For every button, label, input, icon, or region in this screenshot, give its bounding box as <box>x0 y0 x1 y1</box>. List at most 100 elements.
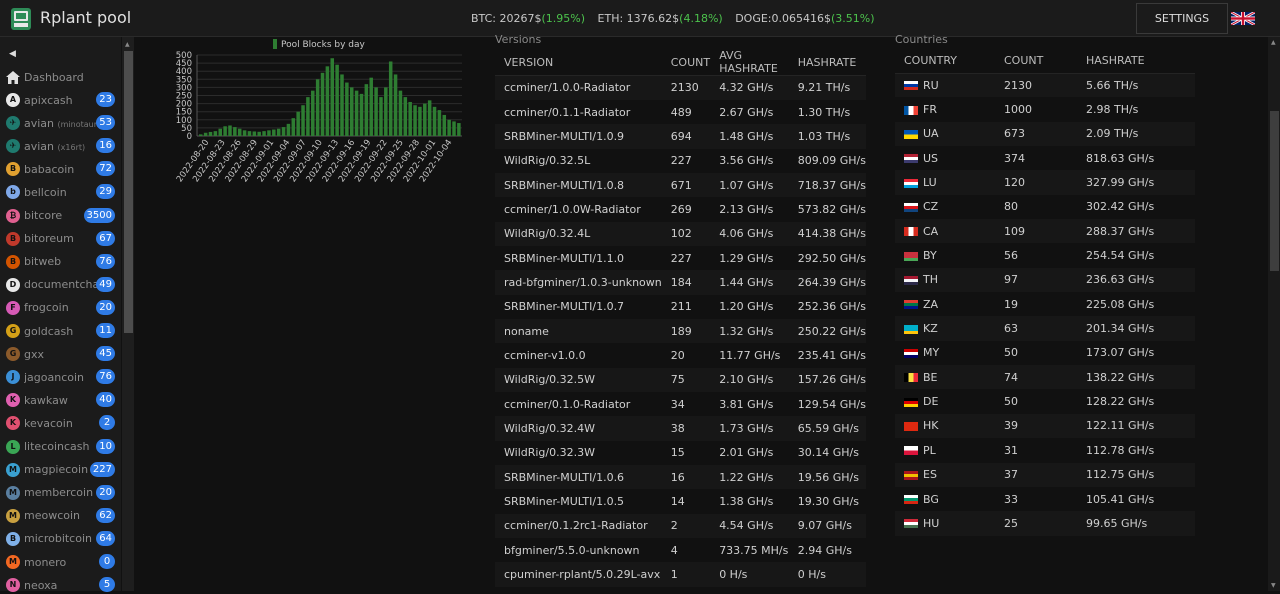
hashrate-cell: 414.38 GH/s <box>788 221 866 246</box>
version-cell: ccminer/0.1.2rc1-Radiator <box>495 513 662 539</box>
worker-count-badge: 76 <box>96 369 115 385</box>
collapse-sidebar-icon[interactable]: ◀ <box>9 49 16 59</box>
sidebar-item-avian-x16rt[interactable]: ✈ avian (x16rt) 16 <box>6 137 118 155</box>
table-row: ccminer/1.0.0W-Radiator 269 2.13 GH/s 573.8… <box>495 197 866 222</box>
count-cell: 671 <box>661 172 711 198</box>
table-row: SRBMiner-MULTI/1.0.9 694 1.48 GH/s 1.03 TH/… <box>495 124 866 149</box>
scroll-down-icon[interactable]: ▼ <box>1271 582 1276 589</box>
worker-count-badge: 2 <box>99 415 115 431</box>
sidebar-item-bellcoin[interactable]: b bellcoin 29 <box>6 183 118 201</box>
sidebar-item-label: kevacoin <box>24 417 118 430</box>
scroll-up-icon[interactable]: ▲ <box>125 41 130 48</box>
sidebar-scrollbar[interactable]: ▲ <box>122 37 134 591</box>
country-code: RU <box>923 78 939 92</box>
worker-count-badge: 23 <box>96 92 115 107</box>
top-bar: Rplant pool BTC: 20267$(1.95%) ETH: 1376… <box>0 0 1280 37</box>
sidebar-item-bitcore[interactable]: ₿ bitcore 3500 <box>6 207 118 225</box>
version-cell: ccminer/1.0.0W-Radiator <box>495 197 662 222</box>
column-header-country[interactable]: COUNTRY <box>895 49 995 74</box>
column-header-version[interactable]: VERSION <box>495 49 662 76</box>
coin-name-text: bitoreum <box>24 232 74 246</box>
coin-name-text: neoxa <box>24 578 58 592</box>
sidebar-item-avian-minotaurx[interactable]: ✈ avian (minotaurx) 53 <box>6 114 118 132</box>
eth-ticker: ETH: 1376.62$ <box>597 12 680 25</box>
btc-ticker: BTC: 20267$ <box>471 12 542 25</box>
avg-hashrate-cell: 1.07 GH/s <box>710 172 789 198</box>
table-row: WildRig/0.32.5W 75 2.10 GH/s 157.26 GH/s <box>495 367 866 392</box>
column-header-hashrate[interactable]: HASHRATE <box>788 49 866 76</box>
column-header-avg-hashrate[interactable]: AVG HASHRATE <box>710 49 789 76</box>
version-cell: SRBMiner-MULTI/1.0.6 <box>495 465 662 490</box>
avg-hashrate-cell: 11.77 GH/s <box>710 343 789 368</box>
scroll-up-icon[interactable]: ▲ <box>1271 39 1276 46</box>
version-cell: WildRig/0.32.3W <box>495 440 662 465</box>
settings-button[interactable]: SETTINGS <box>1136 3 1228 34</box>
country-flag-icon <box>904 421 918 431</box>
count-cell: 14 <box>661 489 711 514</box>
sidebar-item-label: magpiecoin <box>24 463 118 476</box>
hashrate-cell: 2.94 GH/s <box>788 538 866 563</box>
avg-hashrate-cell: 1.22 GH/s <box>710 465 789 490</box>
y-tick-label: 400 <box>176 67 192 77</box>
table-row: WildRig/0.32.3W 15 2.01 GH/s 30.14 GH/s <box>495 440 866 465</box>
coin-name-text: bitweb <box>24 255 62 269</box>
country-flag-icon <box>904 348 918 358</box>
hashrate-cell: 112.75 GH/s <box>1077 462 1195 487</box>
version-cell: ccminer/1.0.0-Radiator <box>495 75 662 100</box>
sidebar-item-label: Dashboard <box>24 70 84 84</box>
chart-bar <box>276 128 281 136</box>
count-cell: 227 <box>661 245 711 271</box>
sidebar-item-label: documentchain <box>24 278 118 291</box>
column-header-hashrate[interactable]: HASHRATE <box>1077 49 1195 74</box>
chart-bar <box>457 123 461 136</box>
page-scrollbar[interactable]: ▲ ▼ <box>1268 37 1280 591</box>
count-cell: 109 <box>995 219 1077 244</box>
chart-bar <box>369 77 373 136</box>
sidebar-item-label: bitweb <box>24 255 118 268</box>
country-flag-icon <box>904 154 918 164</box>
sidebar-item-dashboard[interactable]: Dashboard <box>6 70 84 84</box>
hashrate-cell: 252.36 GH/s <box>788 294 866 319</box>
brand-title[interactable]: Rplant pool <box>40 8 132 27</box>
hashrate-cell: 1.03 TH/s <box>788 124 866 149</box>
coin-name-text: litecoincash <box>24 440 90 453</box>
sidebar-item-label: avian (x16rt) <box>24 140 118 153</box>
hashrate-cell: 236.63 GH/s <box>1077 267 1195 293</box>
count-cell: 120 <box>995 170 1077 195</box>
column-header-count[interactable]: COUNT <box>995 49 1077 74</box>
pool-logo-icon[interactable] <box>10 7 32 31</box>
coin-icon: M <box>6 555 20 569</box>
column-header-count[interactable]: COUNT <box>661 49 711 76</box>
sidebar-scroll-thumb[interactable] <box>124 51 133 333</box>
hashrate-cell: 128.22 GH/s <box>1077 389 1195 414</box>
count-cell: 97 <box>995 267 1077 293</box>
coin-name-text: avian <box>24 116 55 130</box>
legend-swatch <box>273 39 277 49</box>
country-cell: DE <box>895 389 995 414</box>
page-scroll-thumb[interactable] <box>1270 111 1279 271</box>
eth-change: (4.18%) <box>679 12 723 25</box>
hashrate-cell: 19.30 GH/s <box>788 489 866 514</box>
table-row: SRBMiner-MULTI/1.0.8 671 1.07 GH/s 718.37 G… <box>495 172 866 198</box>
count-cell: 56 <box>995 243 1077 268</box>
uk-flag-icon[interactable] <box>1231 12 1255 25</box>
country-cell: LU <box>895 170 995 195</box>
